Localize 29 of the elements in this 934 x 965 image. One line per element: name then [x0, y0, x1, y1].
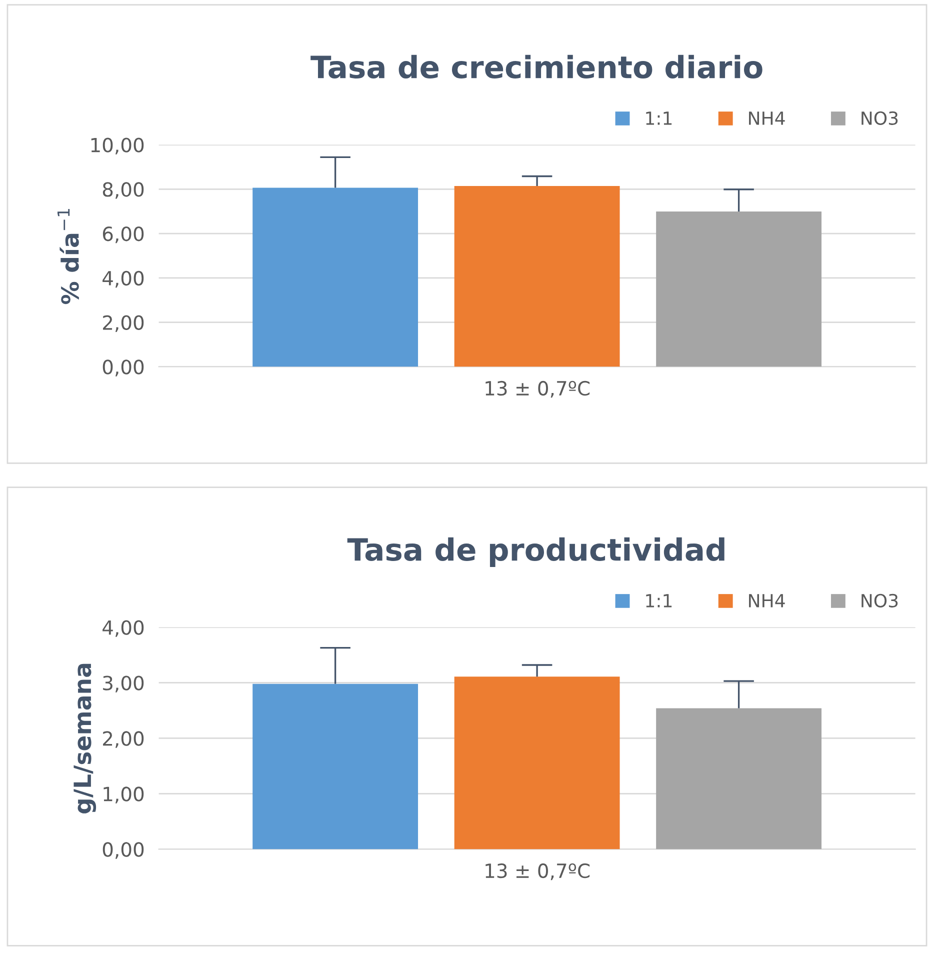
- legend-label: NO3: [862, 594, 898, 608]
- y-tick-label: 3,00: [103, 676, 144, 692]
- legend-label: NO3: [862, 111, 898, 125]
- legend-label: NH4: [749, 112, 785, 125]
- y-tick-label: 2,00: [103, 315, 144, 332]
- bar: [252, 684, 418, 850]
- y-axis-title: % día$^{−1}$: [58, 208, 79, 304]
- bar: [454, 676, 620, 850]
- y-tick-label: 1,00: [104, 786, 144, 804]
- x-tick-label: 13 ± 0,7ºC: [486, 863, 590, 880]
- y-axis-title: g/L/semana: [74, 664, 96, 814]
- legend-label: NH4: [749, 594, 785, 608]
- y-tick-label: 10,00: [91, 138, 144, 154]
- y-tick-label: 4,00: [102, 620, 144, 637]
- y-tick-label: 8,00: [102, 182, 144, 199]
- bar: [454, 186, 620, 367]
- legend-label: 1:1: [646, 594, 672, 608]
- bar: [656, 212, 822, 367]
- chart-title: Tasa de crecimiento diario: [310, 54, 762, 79]
- y-tick-label: 0,00: [102, 360, 144, 376]
- y-tick-label: 6,00: [102, 226, 144, 244]
- bar: [656, 708, 822, 850]
- bar: [252, 188, 418, 367]
- y-tick-label: 0,00: [102, 842, 144, 859]
- y-tick-label: 4,00: [102, 270, 144, 288]
- legend-label: 1:1: [646, 112, 672, 125]
- x-tick-label: 13 ± 0,7ºC: [486, 380, 590, 398]
- chart-title: Tasa de productividad: [347, 537, 724, 567]
- y-tick-label: 2,00: [103, 731, 144, 748]
